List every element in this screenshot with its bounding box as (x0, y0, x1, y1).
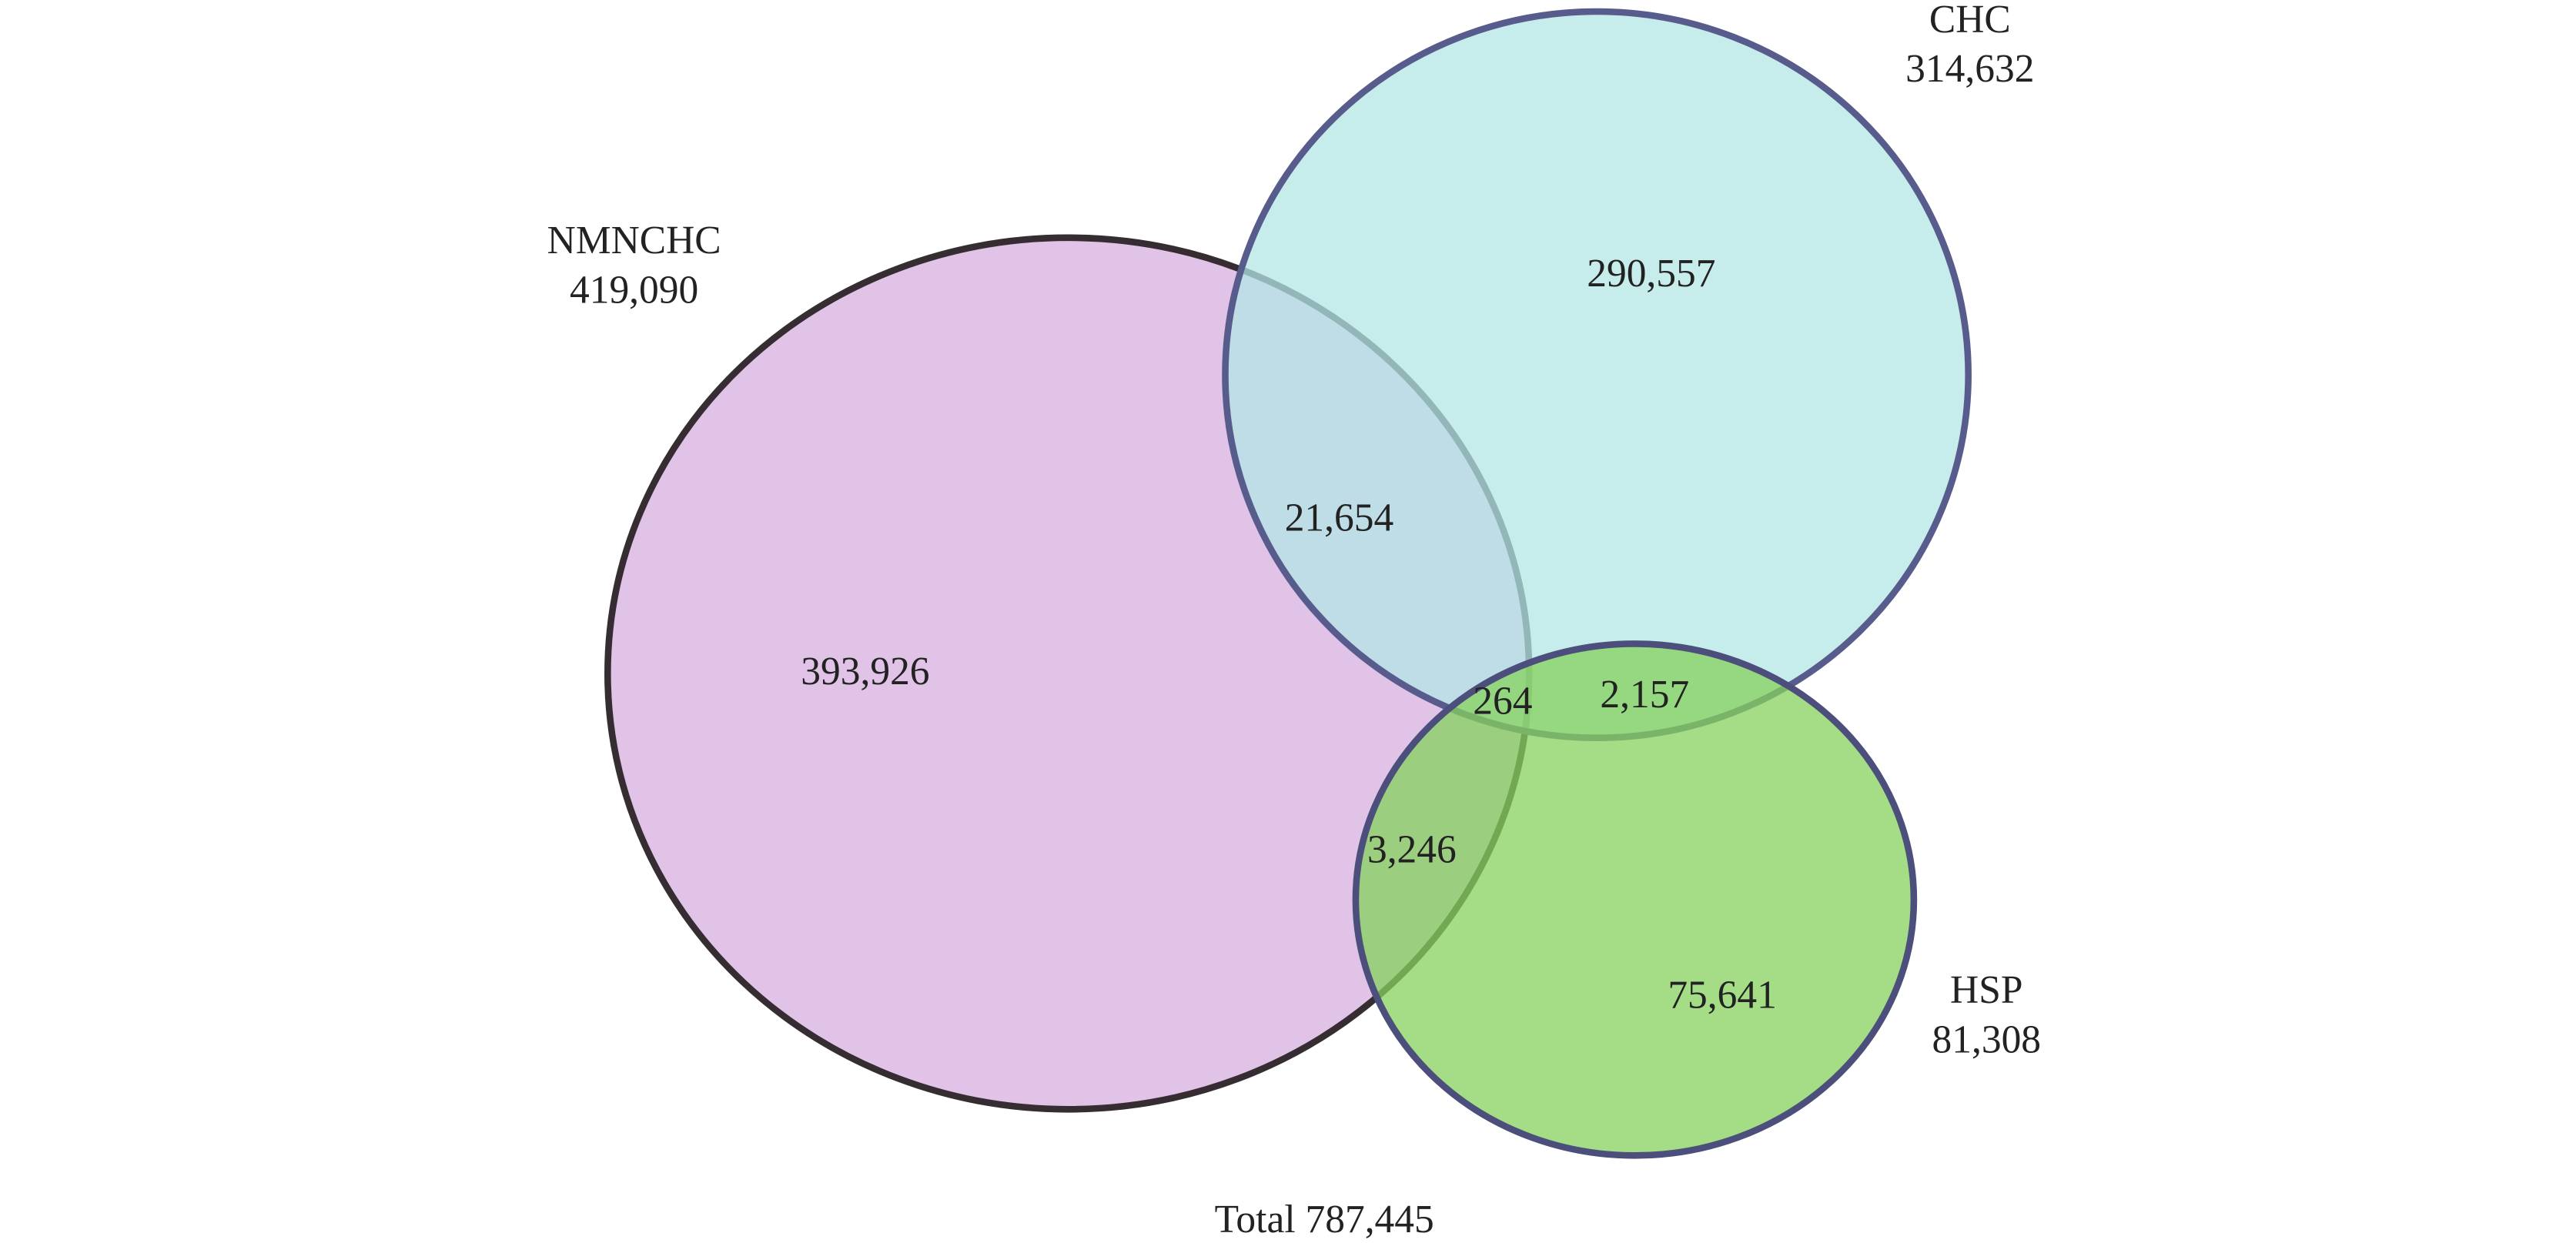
set-name: HSP (1950, 968, 2022, 1012)
region-count: 2,157 (1600, 673, 1689, 717)
set-total: 81,308 (1932, 1017, 2042, 1061)
set-name: CHC (1929, 0, 2011, 42)
region-count: 290,557 (1587, 252, 1715, 296)
set-total: 419,090 (570, 269, 698, 312)
region-count: 393,926 (801, 650, 929, 693)
chc-set (1222, 8, 1972, 741)
hsp-set (1352, 640, 1918, 1159)
region-count: 3,246 (1367, 828, 1457, 872)
region-count: 21,654 (1285, 496, 1394, 540)
region-count: 264 (1473, 680, 1532, 723)
set-total: 314,632 (1905, 47, 2034, 91)
total-label: Total 787,445 (1215, 1198, 1434, 1241)
set-name: NMNCHC (547, 219, 721, 262)
region-count: 75,641 (1668, 973, 1777, 1017)
